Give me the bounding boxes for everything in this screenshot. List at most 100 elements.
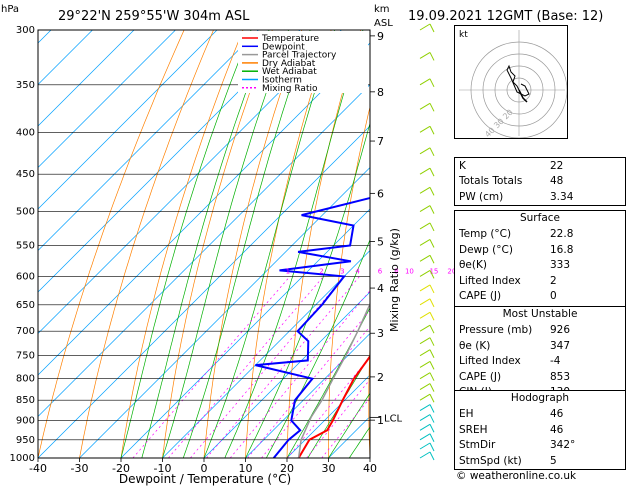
mixing-ratio-line: [287, 356, 370, 458]
mixing-ratio-tick-label: 8: [394, 267, 398, 275]
mixing-ratio-line: [132, 276, 291, 458]
mixing-ratio-line: [306, 379, 370, 458]
isotherm-line: [38, 30, 176, 168]
mixing-ratio-axis-label: Mixing Ratio (g/kg): [388, 228, 401, 332]
table-row: StmSpd (kt) 5: [455, 453, 625, 469]
row-value: 347: [550, 339, 571, 352]
wind-barb-flag: [429, 239, 435, 248]
table-row: CAPE (J) 853: [455, 369, 625, 385]
height-tick-label: 5: [377, 236, 384, 249]
wind-barb: [419, 269, 431, 277]
wind-barb-flag: [429, 52, 435, 61]
table-row: CAPE (J) 0: [455, 289, 625, 305]
row-value: 2: [550, 274, 557, 287]
mixing-ratio-tick-label: 3: [340, 267, 344, 275]
wind-barb-flag: [429, 126, 435, 135]
height-tick-label: 9: [377, 30, 384, 43]
row-label: θe(K): [459, 259, 487, 272]
table-title: Most Unstable: [502, 308, 578, 320]
legend-box: [238, 31, 368, 93]
table-row: Totals Totals 48: [455, 174, 625, 190]
wind-barb: [419, 311, 431, 319]
row-label: Totals Totals: [459, 175, 523, 188]
mixing-ratio-tick-label: 15: [429, 267, 438, 275]
isotherm-line: [162, 250, 370, 458]
wind-barb: [419, 186, 431, 194]
legend-entry: Parcel Trajectory: [262, 51, 337, 61]
table-row: K 22: [455, 158, 625, 174]
isotherm-line: [38, 30, 93, 85]
wet-adiabat-line: [162, 30, 289, 458]
wind-barb: [419, 78, 431, 86]
height-unit: km: [374, 4, 390, 15]
pressure-tick-label: 900: [16, 416, 35, 427]
height-tick-label: 7: [377, 135, 384, 148]
isotherm-line: [38, 30, 259, 251]
dry-adiabat-line: [368, 338, 370, 458]
row-label: θe (K): [459, 339, 491, 352]
table-row: EH 46: [455, 407, 625, 423]
wind-barb-flag: [429, 337, 435, 346]
pressure-tick-label: 350: [16, 80, 35, 91]
hodograph-table: Hodograph EH 46 SREH 46 StmDir 342° StmSpd (kt)…: [454, 390, 626, 470]
wind-barb-flag: [429, 284, 435, 294]
isotherm-line: [38, 30, 135, 127]
row-value: 48: [550, 175, 564, 188]
wind-barb-flag: [429, 147, 435, 157]
isotherm-line: [203, 291, 370, 458]
wind-barb: [419, 349, 431, 357]
wind-barb-flag: [429, 78, 435, 88]
legend-entry: Wet Adiabat: [262, 67, 317, 77]
table-row: Dewp (°C) 16.8: [455, 242, 625, 258]
row-value: 342°: [550, 439, 576, 452]
wind-barb-flag: [429, 222, 435, 232]
pressure-tick-label: 1000: [10, 453, 35, 464]
wind-barb: [419, 393, 431, 401]
table-row: StmDir 342°: [455, 438, 625, 454]
table-row: Lifted Index 2: [455, 273, 625, 289]
height-tick-label: 8: [377, 86, 384, 99]
mixing-ratio-line: [261, 325, 370, 458]
height-tick-label: 6: [377, 187, 384, 200]
row-label: CAPE (J): [459, 290, 502, 303]
dry-adiabat-line: [162, 30, 273, 458]
wind-barb: [419, 239, 431, 246]
pressure-tick-label: 600: [16, 271, 35, 282]
wind-barb-flag: [429, 324, 435, 334]
lcl-label: LCL: [384, 413, 403, 424]
pressure-tick-label: 450: [16, 169, 35, 180]
x-axis-label: Dewpoint / Temperature (°C): [119, 472, 291, 486]
isotherm-line: [38, 30, 342, 334]
wet-adiabat-line: [141, 30, 270, 458]
legend-entry: Temperature: [261, 34, 319, 44]
row-label: Dewp (°C): [459, 243, 513, 256]
dry-adiabat-line: [203, 30, 303, 458]
table-row: SREH 46: [455, 422, 625, 438]
wind-barb-flag: [429, 433, 435, 442]
wind-barb-flag: [429, 167, 435, 177]
pressure-tick-label: 650: [16, 300, 35, 311]
x-tick-label: -40: [29, 462, 47, 475]
row-value: 46: [550, 408, 564, 421]
most-unstable-table: Most Unstable Pressure (mb) 926 θe (K) 347 Li…: [454, 306, 626, 401]
indices-table: K 22 Totals Totals 48 PW (cm) 3.34: [454, 157, 626, 206]
height-tick-label: 3: [377, 327, 384, 340]
wind-barb: [419, 222, 431, 230]
mixing-ratio-line: [247, 309, 370, 458]
pressure-tick-label: 950: [16, 435, 35, 446]
wind-barb-flag: [429, 442, 435, 452]
location-title: 29°22'N 259°55'W 304m ASL: [58, 9, 250, 24]
wind-barb: [419, 284, 431, 292]
table-title: Surface: [519, 212, 560, 224]
row-value: 22.8: [550, 228, 574, 241]
row-label: StmSpd (kt): [459, 454, 522, 467]
pressure-unit: hPa: [1, 4, 19, 15]
table-row: θe(K) 333: [455, 258, 625, 274]
wind-barb-flag: [429, 451, 435, 461]
row-value: 46: [550, 423, 564, 436]
wind-barb: [419, 324, 431, 332]
wind-barb: [419, 404, 431, 411]
wind-barb: [419, 337, 431, 345]
